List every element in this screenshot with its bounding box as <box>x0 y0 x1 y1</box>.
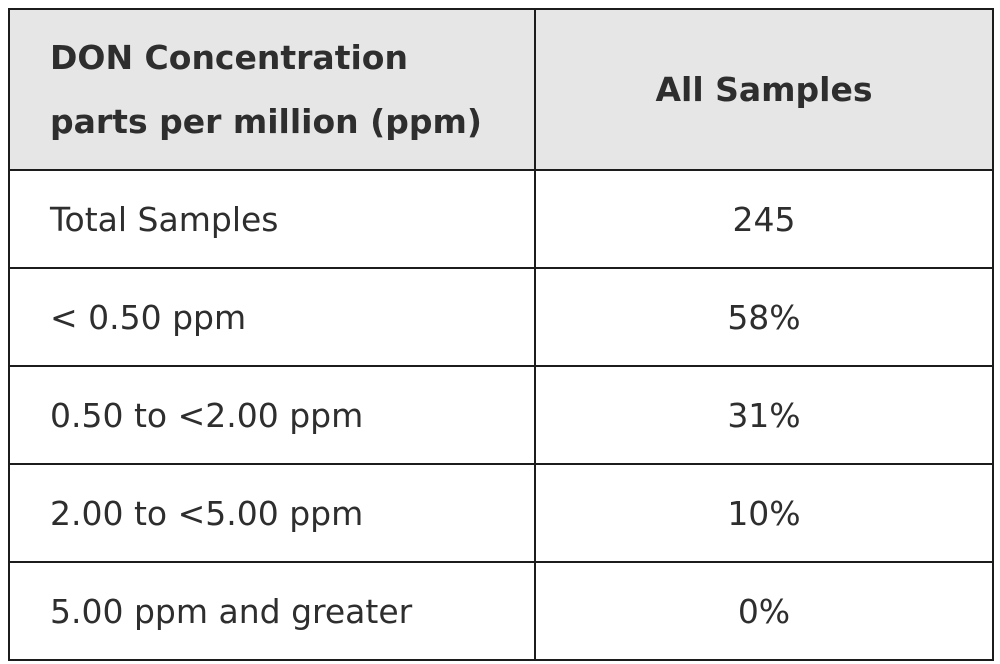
row-value: 245 <box>534 169 994 269</box>
row-value: 58% <box>534 267 994 367</box>
header-concentration-line-1: DON Concentration <box>50 37 408 77</box>
row-value: 31% <box>534 365 994 465</box>
header-cell-all-samples: All Samples <box>534 8 994 171</box>
row-value: 10% <box>534 463 994 563</box>
row-label: 2.00 to <5.00 ppm <box>8 463 536 563</box>
table-row: 5.00 ppm and greater 0% <box>8 561 994 661</box>
table-header: DON Concentration parts per million (ppm… <box>8 8 994 171</box>
row-label: 5.00 ppm and greater <box>8 561 536 661</box>
table-row: 2.00 to <5.00 ppm 10% <box>8 463 994 563</box>
row-label: Total Samples <box>8 169 536 269</box>
table-body: Total Samples 245 < 0.50 ppm 58% 0.50 to… <box>8 169 994 661</box>
don-concentration-table: DON Concentration parts per million (ppm… <box>8 8 994 661</box>
table-row: Total Samples 245 <box>8 169 994 269</box>
header-row: DON Concentration parts per million (ppm… <box>8 8 994 171</box>
row-label: < 0.50 ppm <box>8 267 536 367</box>
header-concentration-line-2: parts per million (ppm) <box>50 101 482 141</box>
header-all-samples-label: All Samples <box>655 69 873 109</box>
row-label: 0.50 to <2.00 ppm <box>8 365 536 465</box>
table-row: < 0.50 ppm 58% <box>8 267 994 367</box>
header-cell-concentration: DON Concentration parts per million (ppm… <box>8 8 536 171</box>
row-value: 0% <box>534 561 994 661</box>
table-row: 0.50 to <2.00 ppm 31% <box>8 365 994 465</box>
